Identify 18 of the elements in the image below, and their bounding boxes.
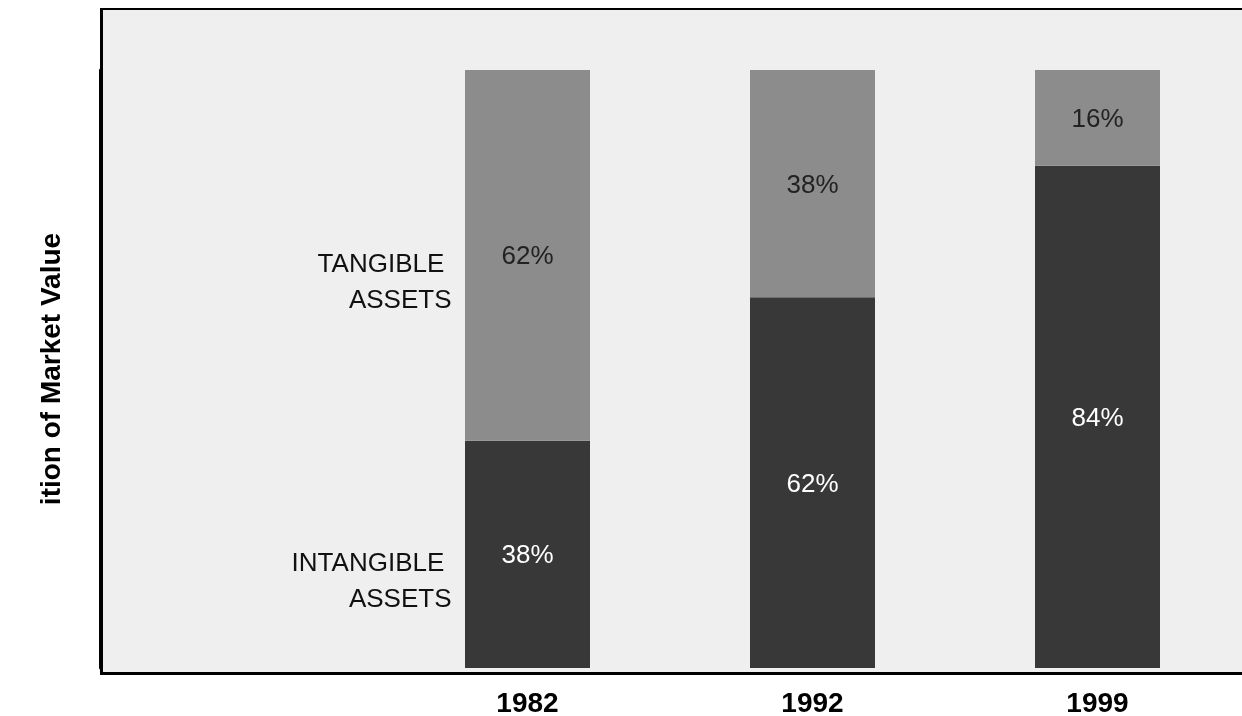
- x-tick-label: 1992: [781, 686, 844, 716]
- data-label: 16%: [1071, 102, 1124, 133]
- bar: [1035, 70, 1160, 166]
- series-label: TANGIBLE ASSETS: [317, 248, 452, 315]
- data-label: 84%: [1071, 401, 1124, 432]
- series-label: INTANGIBLE ASSETS: [291, 547, 452, 614]
- data-label: 38%: [786, 168, 839, 199]
- bar: [750, 297, 875, 668]
- data-label: 62%: [501, 240, 554, 271]
- x-tick-label: 1982: [496, 686, 559, 716]
- bar: [465, 440, 590, 668]
- text: ition of Market Value: [34, 232, 66, 506]
- bar: [465, 70, 590, 441]
- bar: [750, 70, 875, 298]
- data-label: 38%: [501, 539, 554, 570]
- x-tick-label: 1999: [1066, 686, 1129, 716]
- bar: [1035, 165, 1160, 668]
- data-label: 62%: [786, 467, 839, 498]
